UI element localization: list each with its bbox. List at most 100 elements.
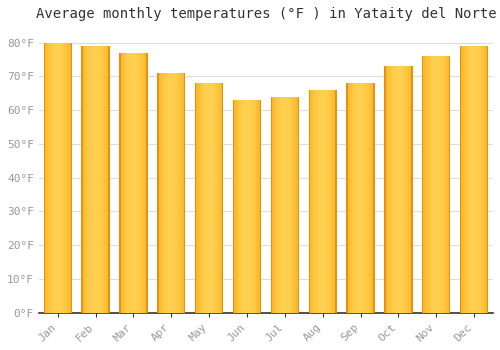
Bar <box>281 97 282 313</box>
Bar <box>424 56 425 313</box>
Bar <box>272 97 274 313</box>
Bar <box>279 97 280 313</box>
Bar <box>94 46 96 313</box>
Bar <box>297 97 298 313</box>
Bar <box>468 46 469 313</box>
Bar <box>426 56 427 313</box>
Bar <box>372 83 373 313</box>
Bar <box>88 46 89 313</box>
Bar <box>294 97 296 313</box>
Bar <box>197 83 198 313</box>
Bar <box>336 90 337 313</box>
Bar <box>216 83 218 313</box>
Bar <box>398 66 400 313</box>
Bar <box>385 66 386 313</box>
Bar <box>91 46 92 313</box>
Bar <box>477 46 478 313</box>
Bar <box>438 56 439 313</box>
Bar <box>434 56 436 313</box>
Bar <box>105 46 106 313</box>
Bar <box>98 46 100 313</box>
Bar <box>70 43 72 313</box>
Bar <box>138 53 139 313</box>
Bar <box>177 73 178 313</box>
Bar <box>164 73 166 313</box>
Bar <box>358 83 360 313</box>
Bar <box>85 46 86 313</box>
Bar <box>320 90 321 313</box>
Bar <box>86 46 87 313</box>
Bar <box>124 53 125 313</box>
Bar <box>102 46 103 313</box>
Bar <box>427 56 428 313</box>
Bar <box>67 43 68 313</box>
Bar <box>296 97 297 313</box>
Bar <box>70 43 71 313</box>
Bar <box>92 46 94 313</box>
Bar <box>245 100 246 313</box>
Bar <box>437 56 438 313</box>
Bar <box>260 100 261 313</box>
Bar <box>244 100 245 313</box>
Bar <box>159 73 160 313</box>
Bar <box>402 66 403 313</box>
Bar <box>400 66 402 313</box>
Bar <box>349 83 350 313</box>
Bar <box>473 46 474 313</box>
Bar <box>442 56 443 313</box>
Bar <box>282 97 283 313</box>
Bar <box>168 73 170 313</box>
Bar <box>120 53 121 313</box>
Bar <box>364 83 366 313</box>
Bar <box>360 83 362 313</box>
Bar <box>161 73 162 313</box>
Bar <box>274 97 276 313</box>
Bar <box>130 53 132 313</box>
Bar <box>479 46 480 313</box>
Bar <box>106 46 107 313</box>
Bar <box>49 43 50 313</box>
Bar <box>374 83 375 313</box>
Bar <box>182 73 184 313</box>
Bar <box>430 56 432 313</box>
Bar <box>243 100 244 313</box>
Bar <box>461 46 462 313</box>
Bar <box>132 53 134 313</box>
Bar <box>333 90 334 313</box>
Bar <box>482 46 484 313</box>
Bar <box>362 83 364 313</box>
Bar <box>369 83 370 313</box>
Bar <box>446 56 448 313</box>
Bar <box>478 46 479 313</box>
Bar <box>146 53 148 313</box>
Bar <box>238 100 240 313</box>
Bar <box>202 83 203 313</box>
Bar <box>68 43 69 313</box>
Bar <box>240 100 242 313</box>
Bar <box>174 73 175 313</box>
Bar <box>141 53 142 313</box>
Bar <box>390 66 391 313</box>
Bar <box>392 66 394 313</box>
Bar <box>404 66 405 313</box>
Bar <box>181 73 182 313</box>
Bar <box>234 100 236 313</box>
Bar <box>157 73 158 313</box>
Bar <box>252 100 254 313</box>
Bar <box>290 97 292 313</box>
Bar <box>175 73 176 313</box>
Bar <box>432 56 434 313</box>
Bar <box>405 66 406 313</box>
Bar <box>352 83 353 313</box>
Bar <box>319 90 320 313</box>
Bar <box>356 83 357 313</box>
Bar <box>436 56 437 313</box>
Bar <box>384 66 386 313</box>
Bar <box>318 90 319 313</box>
Bar <box>284 97 285 313</box>
Bar <box>406 66 407 313</box>
Bar <box>254 100 256 313</box>
Bar <box>123 53 124 313</box>
Bar <box>388 66 389 313</box>
Bar <box>346 83 348 313</box>
